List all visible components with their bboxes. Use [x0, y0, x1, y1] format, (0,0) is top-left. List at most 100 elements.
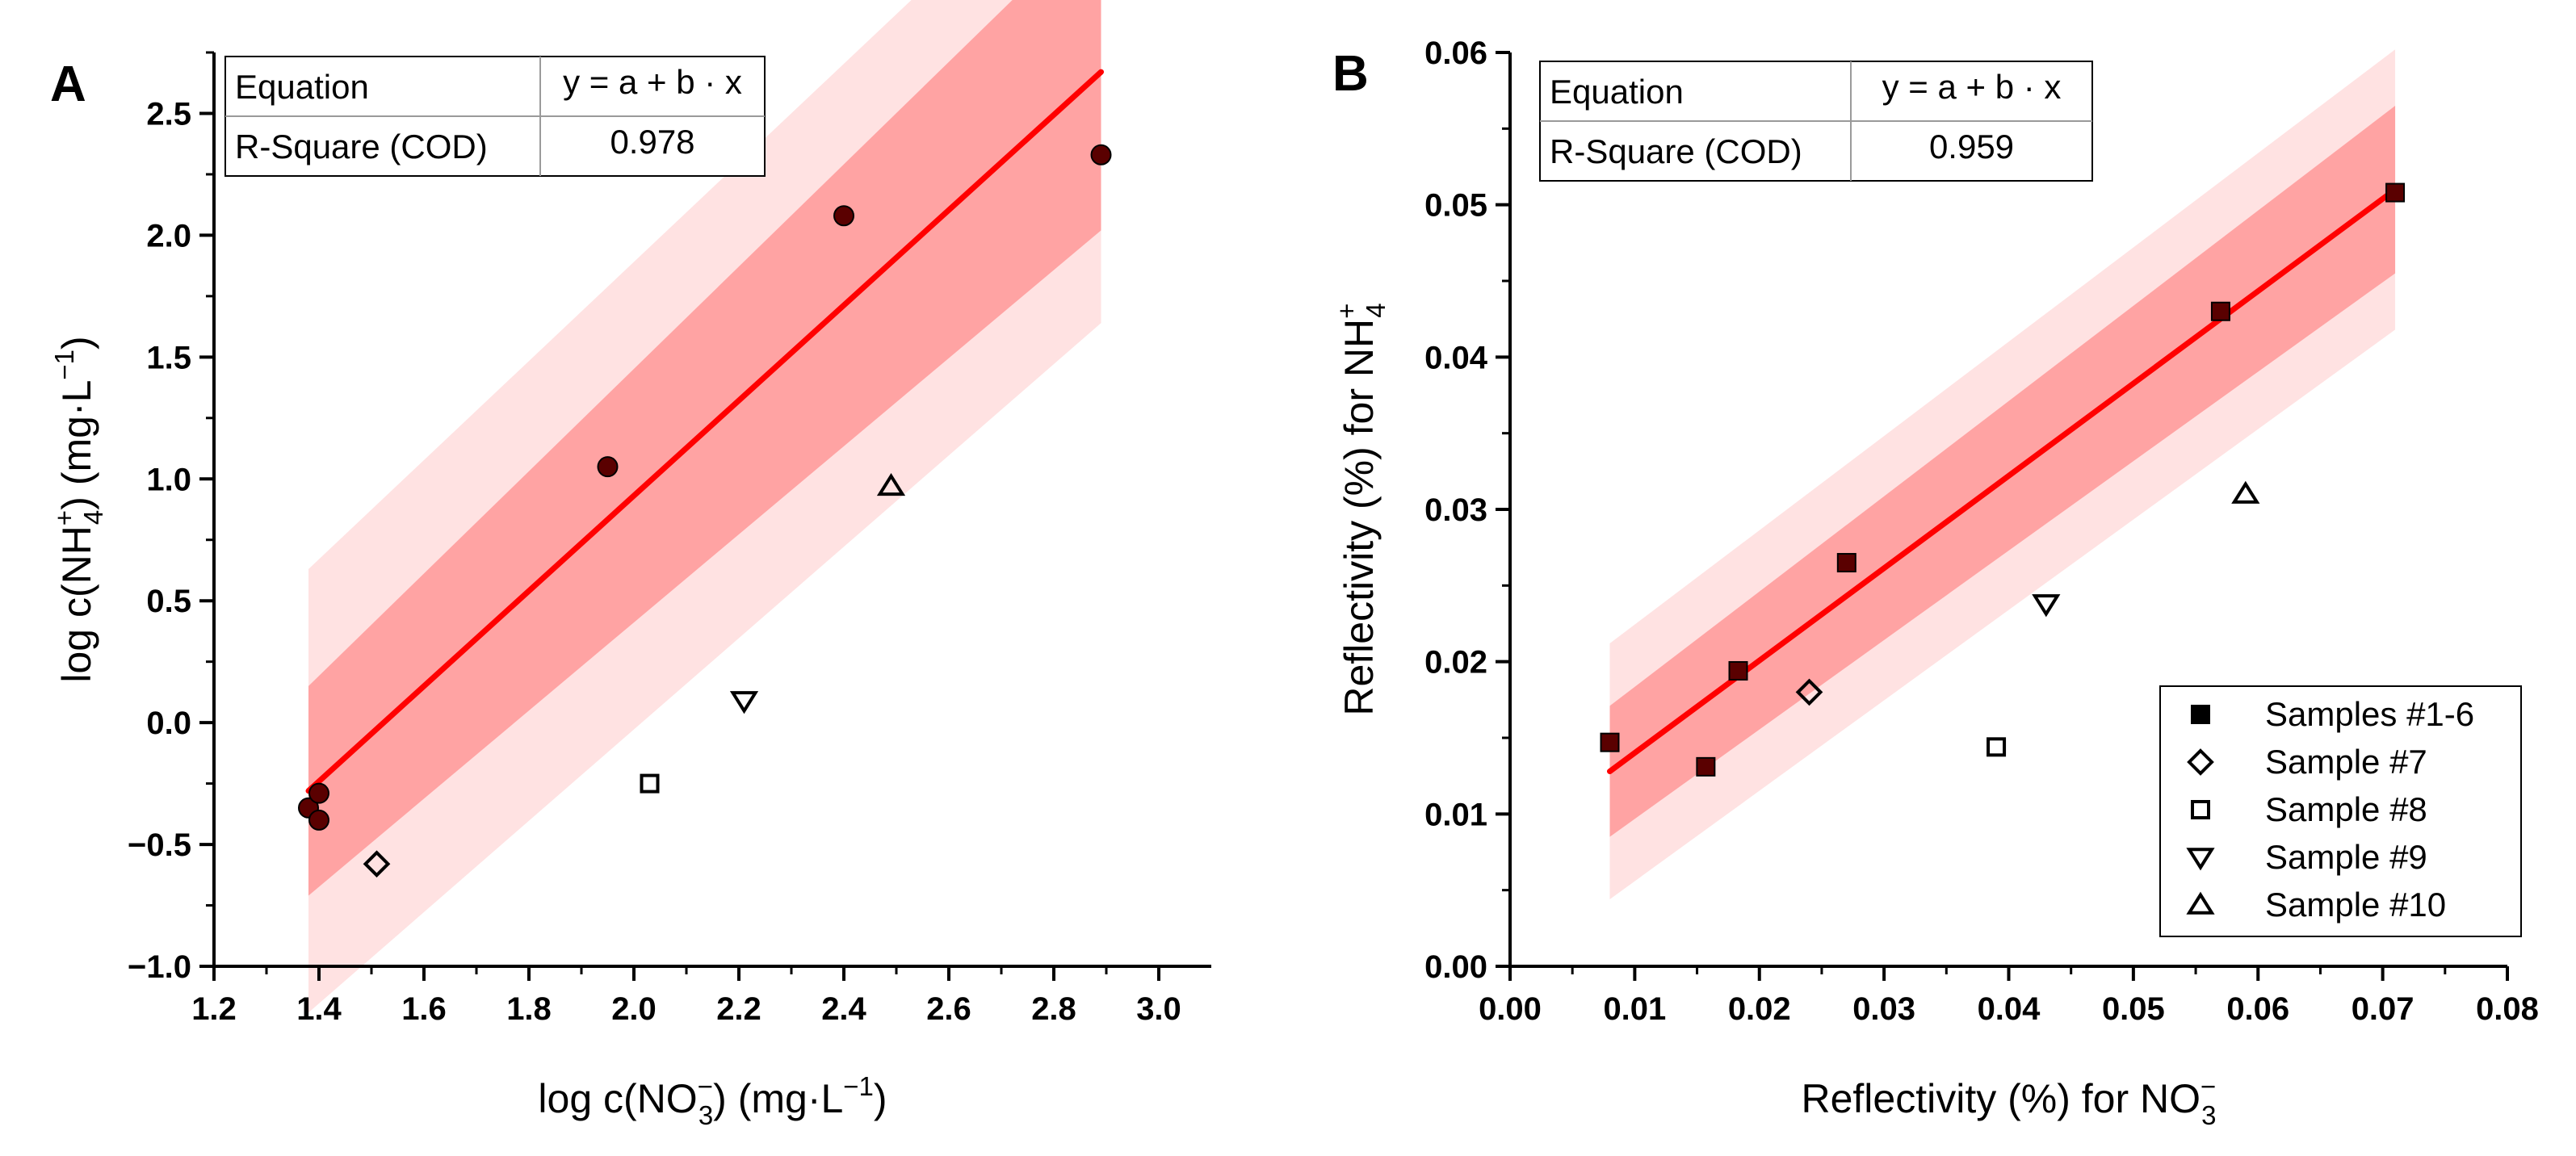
data-point-diamond [1795, 678, 1823, 706]
label-unit-text: ) (mg·L [713, 1076, 843, 1121]
data-point-diamond [2187, 748, 2214, 776]
y-tick-label: 0.02 [1424, 645, 1487, 681]
legend: Samples #1-6 Sample #7 Sample #8 Sample #9 S… [2159, 685, 2522, 937]
y-tick-label: 2.0 [146, 218, 191, 253]
label-subscript: 4 [1361, 303, 1391, 317]
x-tick-label: 2.0 [611, 991, 657, 1027]
y-tick-label: 2.5 [146, 96, 191, 132]
data-point-triangle-down [729, 691, 759, 714]
data-point-square [1600, 732, 1620, 752]
fit-statistics-table: Equation y = a + b · x R-Square (COD) 0.959 [1539, 61, 2093, 182]
linear-fit-line [1607, 186, 2398, 775]
table-equation-label: Equation [1550, 73, 1684, 111]
confidence-band [1609, 106, 2396, 837]
y-tick-label: 0.03 [1424, 492, 1487, 528]
table-rsquare-value: 0.959 [1929, 128, 2014, 165]
label-subscript: 3 [2201, 1100, 2216, 1130]
y-tick-label: 0.01 [1424, 797, 1487, 832]
label-superscript: − [698, 1071, 713, 1101]
data-point-circle [833, 205, 854, 227]
panel-b-chart: 0.00 0.01 0.02 0.03 0.04 0.05 0.06 0.07 0.08 0.00… [1332, 36, 2539, 1130]
fit-statistics-table: Equation y = a + b · x R-Square (COD) 0.978 [224, 56, 766, 177]
x-tick-label: 0.00 [1479, 991, 1542, 1027]
label-main-text: log c(NH [54, 526, 99, 682]
confidence-band [308, 0, 1101, 896]
x-tick-label: 2.6 [926, 991, 971, 1027]
data-point-triangle-down [2032, 594, 2061, 618]
x-tick-label: 1.6 [401, 991, 447, 1027]
legend-entry-label: Sample #7 [2265, 743, 2427, 781]
y-tick-label: 0.05 [1424, 188, 1487, 224]
panel-letter: A [50, 57, 86, 112]
data-point-open-square [2191, 800, 2210, 819]
data-point-open-square [1987, 737, 2007, 757]
y-tick-label: −0.5 [128, 827, 191, 863]
x-tick-label: 1.8 [506, 991, 552, 1027]
table-equation-label: Equation [235, 68, 369, 106]
panel-letter: B [1332, 46, 1369, 102]
data-point-triangle-up [2186, 891, 2215, 915]
data-point-open-square [640, 773, 660, 794]
x-axis-title: log c(NO− 3) (mg·L−1) [538, 1071, 887, 1130]
y-tick-label: 0.0 [146, 706, 191, 741]
legend-box [2159, 685, 2522, 937]
x-tick-label: 1.4 [296, 991, 342, 1027]
x-tick-label: 0.06 [2226, 991, 2289, 1027]
data-point-square [2191, 705, 2210, 724]
label-subscript: 3 [699, 1100, 713, 1130]
table-equation-value: y = a + b · x [1882, 68, 2062, 106]
x-tick-label: 0.05 [2102, 991, 2165, 1027]
label-unit-exponent: −1 [49, 350, 79, 380]
y-tick-label: 1.5 [146, 340, 191, 375]
x-tick-label: 0.07 [2352, 991, 2414, 1027]
linear-fit-line [305, 69, 1104, 794]
x-tick-label: 0.04 [1978, 991, 2041, 1027]
x-tick-label: 2.8 [1031, 991, 1076, 1027]
data-point-circle [308, 809, 329, 831]
panel-a-chart: 1.2 1.4 1.6 1.8 2.0 2.2 2.4 2.6 2.8 3.0−1.0−0.50.… [49, 0, 1211, 1130]
x-tick-label: 2.2 [716, 991, 761, 1027]
y-axis-title: log c(NH+4) (mg·L−1) [49, 336, 108, 682]
legend-entry-label: Sample #10 [2265, 886, 2446, 924]
x-tick-label: 3.0 [1136, 991, 1181, 1027]
label-superscript: − [2201, 1071, 2216, 1101]
legend-entry-label: Samples #1-6 [2265, 695, 2474, 733]
data-point-circle [1090, 144, 1112, 165]
label-unit-text: ) (mg·L [54, 380, 99, 510]
table-rsquare-label: R-Square (COD) [235, 128, 488, 165]
label-superscript: + [49, 510, 79, 526]
legend-entry-label: Sample #8 [2265, 790, 2427, 828]
y-tick-label: 1.0 [146, 462, 191, 497]
x-tick-label: 0.08 [2476, 991, 2539, 1027]
label-unit-exponent: −1 [843, 1071, 874, 1101]
data-point-diamond [363, 850, 391, 878]
data-point-triangle-down [2186, 848, 2215, 871]
y-tick-label: 0.5 [146, 584, 191, 619]
x-tick-label: 2.4 [821, 991, 866, 1027]
data-point-triangle-up [876, 472, 906, 496]
y-tick-label: 0.06 [1424, 36, 1487, 71]
y-tick-label: 0.00 [1424, 949, 1487, 985]
data-point-square [1728, 660, 1748, 681]
y-tick-label: 0.04 [1424, 340, 1488, 375]
table-equation-value: y = a + b · x [563, 63, 742, 101]
data-point-circle [308, 782, 329, 804]
label-main-text: Reflectivity (%) for NH [1336, 319, 1382, 716]
data-point-square [1696, 756, 1716, 777]
x-tick-label: 0.03 [1852, 991, 1915, 1027]
x-axis-title: Reflectivity (%) for NO− 3 [1801, 1071, 2216, 1130]
label-main-text: Reflectivity (%) for NO [1801, 1076, 2201, 1121]
data-point-triangle-up [2231, 480, 2260, 504]
table-rsquare-label: R-Square (COD) [1550, 132, 1802, 170]
y-axis-title: Reflectivity (%) for NH+4 [1332, 303, 1391, 715]
label-closing-paren: ) [874, 1076, 887, 1121]
label-closing-paren: ) [54, 336, 99, 350]
data-point-square [1836, 553, 1856, 573]
table-rsquare-value: 0.978 [610, 123, 694, 161]
data-point-square [2210, 301, 2230, 321]
y-tick-label: −1.0 [128, 949, 191, 985]
label-superscript: + [1332, 304, 1361, 319]
label-subscript: 4 [78, 510, 108, 525]
x-tick-label: 0.02 [1728, 991, 1791, 1027]
